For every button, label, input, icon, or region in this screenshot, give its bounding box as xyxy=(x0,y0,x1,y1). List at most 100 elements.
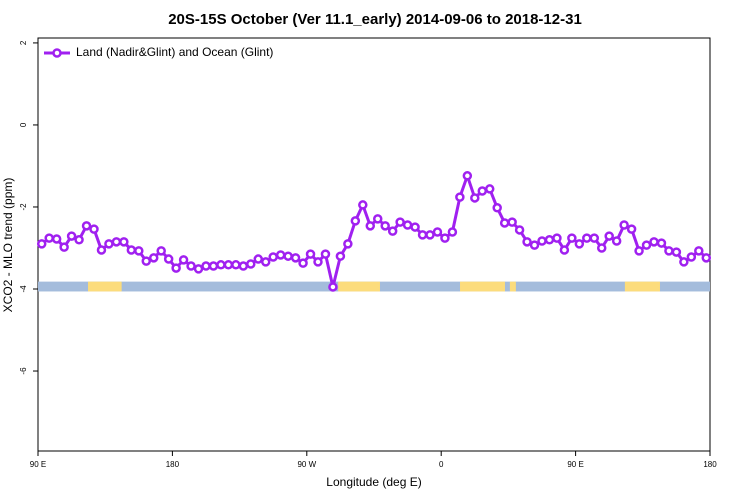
data-point xyxy=(365,221,376,231)
data-point xyxy=(492,203,502,213)
data-point xyxy=(223,260,234,270)
data-point xyxy=(268,252,278,262)
y-tick-label: -2 xyxy=(19,203,28,211)
data-point xyxy=(425,230,435,240)
data-point xyxy=(44,233,54,243)
data-point xyxy=(134,246,144,256)
data-point xyxy=(664,246,674,256)
data-point xyxy=(335,251,346,261)
data-point xyxy=(417,230,428,240)
series-line xyxy=(40,171,708,288)
data-point xyxy=(89,224,99,234)
data-point xyxy=(574,239,585,249)
plot-frame xyxy=(37,37,711,452)
data-point xyxy=(104,239,114,249)
x-tick-label: 90 E xyxy=(30,460,46,469)
data-point xyxy=(447,227,458,237)
data-point xyxy=(470,193,480,203)
data-point xyxy=(619,220,629,230)
data-point xyxy=(410,222,420,232)
data-point xyxy=(656,238,667,248)
data-point xyxy=(81,221,92,231)
data-point xyxy=(514,225,525,235)
chart-title: 20S-15S October (Ver 11.1_early) 2014-09… xyxy=(168,11,582,28)
data-point xyxy=(216,260,226,270)
data-point xyxy=(59,242,69,252)
data-point xyxy=(626,224,637,234)
data-point xyxy=(522,237,532,247)
data-point xyxy=(641,240,652,250)
data-point xyxy=(350,216,361,226)
y-tick-label: -6 xyxy=(19,367,28,375)
data-point xyxy=(141,256,152,266)
data-point xyxy=(208,261,219,271)
data-point xyxy=(36,239,47,249)
data-point xyxy=(701,253,712,263)
land-band xyxy=(460,281,505,292)
data-point xyxy=(283,251,293,261)
land-band xyxy=(509,281,516,292)
data-point xyxy=(163,254,174,264)
x-tick-label: 180 xyxy=(166,460,180,469)
data-point xyxy=(649,237,659,247)
data-point xyxy=(231,260,241,270)
data-point xyxy=(634,246,644,256)
data-point xyxy=(111,237,122,247)
data-point xyxy=(372,214,383,224)
x-tick-label: 90 E xyxy=(567,460,583,469)
data-point xyxy=(96,245,107,255)
x-tick-label: 180 xyxy=(703,460,717,469)
data-point xyxy=(74,235,84,245)
data-point xyxy=(186,261,196,271)
data-point xyxy=(260,257,271,267)
data-point xyxy=(51,234,62,244)
data-point xyxy=(582,233,592,243)
data-point xyxy=(694,246,704,256)
data-point xyxy=(298,258,308,268)
data-point xyxy=(484,184,495,194)
data-point xyxy=(499,218,510,228)
data-point xyxy=(66,231,77,241)
data-point xyxy=(305,249,316,259)
data-point xyxy=(246,259,256,269)
data-point xyxy=(178,255,189,265)
data-point xyxy=(537,236,547,246)
data-point xyxy=(343,239,353,249)
y-tick-label: -4 xyxy=(19,285,28,293)
data-point xyxy=(253,254,264,264)
data-point xyxy=(126,245,137,255)
x-tick-label: 90 W xyxy=(297,460,316,469)
data-point xyxy=(611,236,622,246)
data-point xyxy=(380,221,390,231)
data-point xyxy=(477,186,488,196)
data-point xyxy=(455,192,465,202)
data-point xyxy=(193,264,204,274)
data-point xyxy=(395,217,405,227)
data-point xyxy=(275,250,286,260)
data-point xyxy=(596,243,607,253)
land-band xyxy=(338,281,380,292)
legend-marker xyxy=(52,48,62,58)
data-point xyxy=(201,261,211,271)
data-point xyxy=(462,171,473,181)
land-band xyxy=(624,281,660,292)
data-point xyxy=(313,257,323,267)
data-point xyxy=(567,233,577,243)
data-point xyxy=(529,240,540,250)
data-point xyxy=(402,220,413,230)
data-point xyxy=(552,233,562,243)
data-point xyxy=(238,261,249,271)
data-point xyxy=(671,247,682,257)
data-point xyxy=(559,245,570,255)
data-point xyxy=(387,226,398,236)
data-point xyxy=(290,253,301,263)
data-point xyxy=(686,252,697,262)
data-point xyxy=(589,233,600,243)
data-point xyxy=(171,263,181,273)
x-tick-label: 0 xyxy=(439,460,444,469)
data-point xyxy=(440,233,450,243)
data-point xyxy=(432,227,443,237)
data-point xyxy=(156,246,166,256)
data-point xyxy=(679,257,689,267)
